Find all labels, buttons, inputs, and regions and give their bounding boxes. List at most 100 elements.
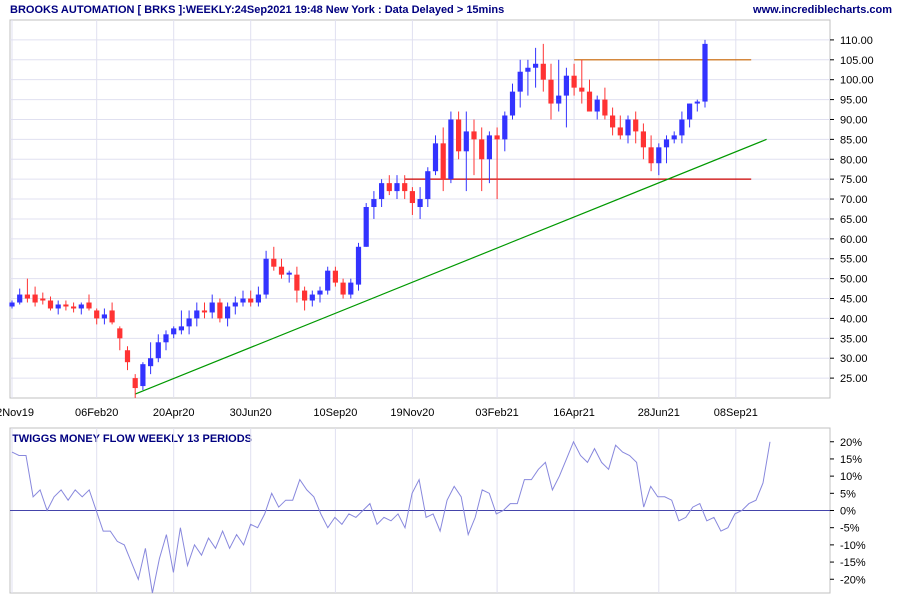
candle xyxy=(171,326,177,339)
candle-body xyxy=(648,147,654,164)
indicator-tick-label: -20% xyxy=(840,574,866,586)
candle xyxy=(101,308,107,325)
candle-body xyxy=(563,75,569,96)
candle-body xyxy=(594,99,600,112)
candle-body xyxy=(17,294,23,303)
candle xyxy=(201,302,208,319)
candle-body xyxy=(194,310,200,319)
candle xyxy=(610,107,616,136)
date-tick-label: 19Nov20 xyxy=(390,407,434,419)
candle-body xyxy=(124,350,131,363)
candle xyxy=(163,330,169,351)
candle-body xyxy=(186,318,192,327)
candle xyxy=(117,326,123,351)
candle-body xyxy=(533,63,539,68)
indicator-title: TWIGGS MONEY FLOW WEEKLY 13 PERIODS xyxy=(12,433,252,445)
candle xyxy=(656,143,662,176)
candle-body xyxy=(271,258,277,267)
price-tick-label: 35.00 xyxy=(840,333,868,345)
candle-body xyxy=(494,135,500,140)
candle xyxy=(602,87,608,120)
candle xyxy=(248,290,254,307)
candle xyxy=(332,266,338,287)
candle xyxy=(86,294,92,311)
candle-body xyxy=(78,304,84,309)
candle-body xyxy=(240,298,246,303)
candle xyxy=(55,300,61,315)
candle-body xyxy=(456,119,462,152)
candle xyxy=(579,59,585,104)
candle-body xyxy=(294,274,300,291)
candle xyxy=(671,131,677,144)
price-tick-label: 80.00 xyxy=(840,154,868,166)
candle xyxy=(640,123,646,160)
date-tick-label: 08Sep21 xyxy=(714,407,758,419)
candle-body xyxy=(571,75,577,88)
candle xyxy=(109,302,115,325)
candle xyxy=(47,296,54,311)
candle xyxy=(225,302,231,327)
candle xyxy=(363,203,369,247)
candle xyxy=(140,362,146,391)
candle-body xyxy=(402,183,408,192)
candle-body xyxy=(694,101,700,104)
indicator-tick-label: 10% xyxy=(840,471,862,483)
candle-body xyxy=(148,358,154,367)
price-tick-label: 50.00 xyxy=(840,274,868,286)
price-annotation-lines xyxy=(134,59,767,395)
candle xyxy=(486,131,492,184)
candle xyxy=(648,135,654,172)
candle-body xyxy=(155,342,161,359)
price-panel-frame xyxy=(9,19,831,399)
candle-body xyxy=(71,306,77,309)
candle xyxy=(355,242,362,291)
candle xyxy=(148,342,154,375)
indicator-tick-label: 0% xyxy=(840,506,856,518)
candle xyxy=(533,47,539,88)
price-tick-label: 25.00 xyxy=(840,373,868,385)
candle xyxy=(594,95,600,120)
candle xyxy=(494,127,500,200)
candle-body xyxy=(340,282,346,295)
candle-body xyxy=(671,135,677,140)
indicator-tick-label: -10% xyxy=(840,540,866,552)
candle-body xyxy=(94,310,100,319)
candle-body xyxy=(32,294,38,303)
indicator-tick-label: -15% xyxy=(840,557,866,569)
candle-body xyxy=(101,314,107,319)
site-watermark: www.incrediblecharts.com xyxy=(752,4,892,16)
candle xyxy=(509,83,516,120)
candle xyxy=(402,175,408,200)
candle-body xyxy=(209,302,215,313)
price-tick-label: 100.00 xyxy=(840,75,874,87)
candle xyxy=(432,135,439,176)
candle xyxy=(178,310,184,335)
price-tick-label: 105.00 xyxy=(840,55,874,67)
price-grid xyxy=(10,20,830,398)
candle xyxy=(687,103,693,128)
candle-body xyxy=(625,119,631,136)
candle xyxy=(425,167,431,208)
candle xyxy=(702,39,708,108)
candle-body xyxy=(463,131,469,152)
candle xyxy=(186,310,192,335)
date-tick-label: 22Nov19 xyxy=(0,407,34,419)
candle xyxy=(525,59,531,96)
candle xyxy=(417,187,423,219)
candle-body xyxy=(286,272,292,275)
candle xyxy=(240,290,246,307)
candle xyxy=(232,296,238,315)
candle-body xyxy=(394,183,400,192)
price-tick-label: 85.00 xyxy=(840,134,868,146)
candle-body xyxy=(86,302,92,309)
candle-body xyxy=(432,143,439,172)
candle xyxy=(124,346,131,371)
candle xyxy=(548,63,554,120)
candle-body xyxy=(702,43,708,102)
candle xyxy=(302,286,308,311)
candle-body xyxy=(201,310,208,313)
candle-body xyxy=(325,270,331,291)
candle-body xyxy=(633,119,639,132)
candle xyxy=(24,278,30,303)
candle xyxy=(209,294,215,319)
